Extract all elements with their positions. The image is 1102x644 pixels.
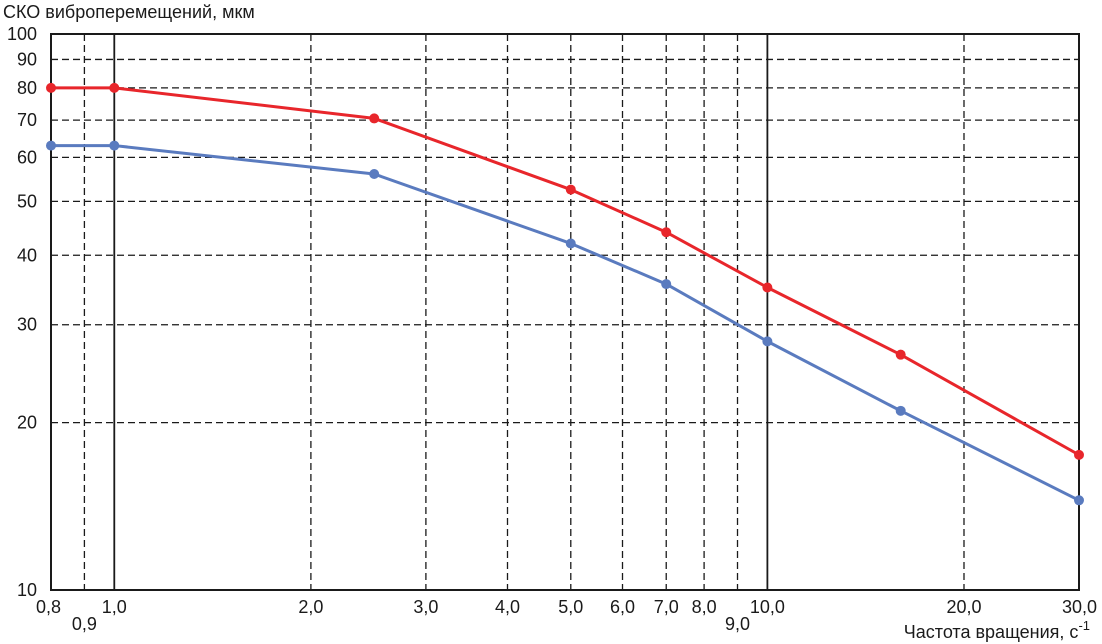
x-tick-label-5-0: 5,0 bbox=[558, 597, 583, 617]
series-1-point-4 bbox=[565, 184, 576, 195]
series-2-point-4 bbox=[565, 238, 576, 249]
x-tick-label-1-0: 1,0 bbox=[102, 597, 127, 617]
x-tick-label-4-0: 4,0 bbox=[495, 597, 520, 617]
series-1-point-5 bbox=[661, 227, 672, 238]
series-1-point-3 bbox=[369, 113, 380, 124]
y-tick-label-90: 90 bbox=[17, 49, 37, 69]
series-line-2 bbox=[51, 144, 1080, 502]
y-tick-label-40: 40 bbox=[17, 245, 37, 265]
x-tick-label-0-8: 0,8 bbox=[36, 597, 61, 617]
series-2-point-7 bbox=[895, 405, 906, 416]
y-tick-label-80: 80 bbox=[17, 78, 37, 98]
y-tick-label-70: 70 bbox=[17, 110, 37, 130]
series-layer bbox=[46, 82, 1084, 506]
series-1-point-2 bbox=[109, 82, 120, 93]
y-tick-labels: 10 20 30 40 50 60 70 80 90 100 bbox=[7, 24, 37, 600]
x-tick-label-20-0: 20,0 bbox=[946, 597, 981, 617]
series-line-1 bbox=[51, 86, 1080, 457]
x-tick-labels: 0,8 0,91,0 2,0 3,0 4,0 5,0 6,0 7,0 8,0 9,010,0 20,… bbox=[36, 597, 1097, 634]
y-tick-label-30: 30 bbox=[17, 315, 37, 335]
series-2-point-1 bbox=[46, 140, 56, 151]
series-1-point-8 bbox=[1074, 449, 1084, 460]
grid-lines bbox=[51, 34, 1079, 590]
x-tick-label-8-0: 8,0 bbox=[692, 597, 717, 617]
series-1-point-6 bbox=[762, 282, 773, 293]
y-tick-label-50: 50 bbox=[17, 191, 37, 211]
x-tick-label-7-0: 7,0 bbox=[654, 597, 679, 617]
x-axis-title-superscript: -1 bbox=[1078, 618, 1090, 633]
y-tick-label-20: 20 bbox=[17, 413, 37, 433]
x-axis-title-text: Частота вращения, с bbox=[904, 622, 1079, 642]
plot-frame bbox=[50, 33, 1080, 591]
x-axis-title: Частота вращения, с-1 bbox=[904, 618, 1090, 642]
y-tick-label-60: 60 bbox=[17, 147, 37, 167]
series-2-point-8 bbox=[1074, 495, 1084, 506]
x-tick-label-6-0: 6,0 bbox=[610, 597, 635, 617]
series-1-point-1 bbox=[46, 82, 56, 93]
series-2-point-3 bbox=[369, 169, 380, 180]
y-axis-title: СКО виброперемещений, мкм bbox=[3, 2, 255, 22]
x-tick-label-30-0: 30,0 bbox=[1062, 597, 1097, 617]
series-1-point-7 bbox=[895, 349, 906, 360]
x-tick-label-0-9: 0,9 bbox=[72, 614, 97, 634]
x-tick-label-9-0: 9,0 bbox=[725, 614, 750, 634]
x-tick-label-3-0: 3,0 bbox=[413, 597, 438, 617]
series-2-point-5 bbox=[661, 279, 672, 290]
x-tick-label-10-0: 10,0 bbox=[750, 597, 785, 617]
y-tick-label-10: 10 bbox=[17, 580, 37, 600]
x-tick-label-2-0: 2,0 bbox=[298, 597, 323, 617]
series-2-point-6 bbox=[762, 336, 773, 347]
series-2-point-2 bbox=[109, 140, 120, 151]
y-tick-label-100: 100 bbox=[7, 24, 37, 44]
